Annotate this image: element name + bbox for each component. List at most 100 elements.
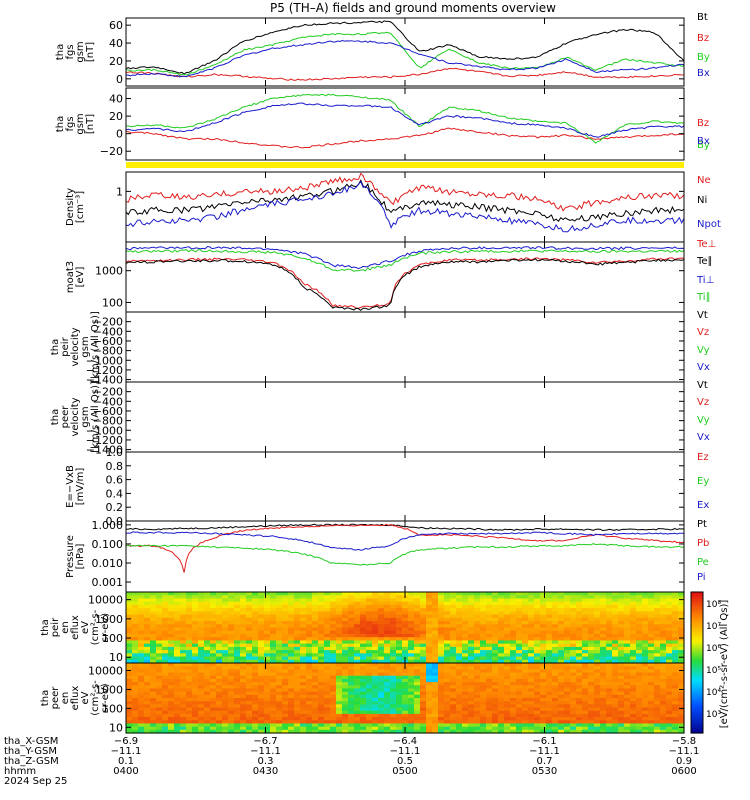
spectrogram-cell <box>264 646 271 651</box>
spectrogram-cell <box>678 694 685 699</box>
spectrogram-cell <box>336 630 343 635</box>
spectrogram-cell <box>492 720 499 725</box>
spectrogram-cell <box>396 663 403 667</box>
spectrogram-cell <box>654 691 661 696</box>
spectrogram-cell <box>192 666 199 670</box>
spectrogram-cell <box>156 621 163 625</box>
spectrogram-cell <box>306 595 313 600</box>
spectrogram-cell <box>414 672 421 677</box>
spectrogram-cell <box>288 653 295 658</box>
spectrogram-cell <box>540 595 547 600</box>
panel-frame <box>125 311 685 383</box>
spectrogram-cell <box>312 650 319 654</box>
spectrogram-cell <box>570 595 577 600</box>
spectrogram-cell <box>480 630 487 635</box>
spectrogram-cell <box>486 707 493 712</box>
spectrogram-cell <box>144 691 151 696</box>
spectrogram-cell <box>582 592 589 596</box>
spectrogram-cell <box>336 653 343 658</box>
spectrogram-cell <box>588 720 595 725</box>
spectrogram-cell <box>672 614 679 619</box>
spectrogram-cell <box>324 694 331 699</box>
spectrogram-cell <box>504 656 511 661</box>
spectrogram-cell <box>420 707 427 712</box>
spectrogram-cell <box>330 682 337 686</box>
x-axis-row-label: hhmm <box>4 766 36 777</box>
spectrogram-cell <box>210 675 217 680</box>
spectrogram-cell <box>138 614 145 619</box>
spectrogram-cell <box>150 678 157 683</box>
spectrogram-cell <box>372 650 379 654</box>
spectrogram-cell <box>546 621 553 625</box>
spectrogram-cell <box>342 729 349 734</box>
spectrogram-cell <box>288 710 295 715</box>
y-axis-label: tha peir velocity gsm [km/s (All Qs)] <box>50 311 101 383</box>
spectrogram-cell <box>174 617 181 622</box>
spectrogram-cell <box>468 663 475 667</box>
spectrogram-cell <box>558 595 565 600</box>
spectrogram-cell <box>318 630 325 635</box>
spectrogram-cell <box>378 633 385 638</box>
spectrogram-cell <box>468 643 475 648</box>
spectrogram-cell <box>144 608 151 612</box>
spectrogram-cell <box>624 682 631 686</box>
spectrogram-cell <box>582 595 589 600</box>
spectrogram-cell <box>186 656 193 661</box>
spectrogram-cell <box>570 611 577 616</box>
spectrogram-cell <box>276 723 283 728</box>
spectrogram-cell <box>660 672 667 677</box>
spectrogram-cell <box>204 617 211 622</box>
spectrogram-cell <box>210 659 217 664</box>
spectrogram-cell <box>390 701 397 705</box>
spectrogram-cell <box>366 666 373 670</box>
spectrogram-cell <box>654 704 661 709</box>
spectrogram-cell <box>594 691 601 696</box>
spectrogram-cell <box>216 656 223 661</box>
spectrogram-cell <box>576 598 583 603</box>
spectrogram-cell <box>462 663 469 667</box>
spectrogram-cell <box>630 630 637 635</box>
spectrogram-cell <box>306 729 313 734</box>
spectrogram-cell <box>282 720 289 725</box>
spectrogram-cell <box>444 663 451 667</box>
spectrogram-cell <box>558 723 565 728</box>
spectrogram-cell <box>246 643 253 648</box>
spectrogram-cell <box>582 691 589 696</box>
spectrogram-cell <box>294 659 301 664</box>
spectrogram-cell <box>516 637 523 642</box>
spectrogram-cell <box>372 646 379 651</box>
spectrogram-cell <box>342 682 349 686</box>
spectrogram-cell <box>318 682 325 686</box>
spectrogram-cell <box>660 675 667 680</box>
spectrogram-cell <box>624 611 631 616</box>
spectrogram-cell <box>654 694 661 699</box>
spectrogram-cell <box>582 608 589 612</box>
spectrogram-cell <box>486 617 493 622</box>
spectrogram-cell <box>438 713 445 718</box>
spectrogram-cell <box>204 646 211 651</box>
spectrogram-cell <box>162 678 169 683</box>
colorbar-cell <box>691 688 703 692</box>
spectrogram-cell <box>444 614 451 619</box>
colorbar-cell <box>691 683 703 687</box>
y-axis-label-line: tha <box>55 116 66 132</box>
spectrogram-cell <box>330 717 337 721</box>
spectrogram-cell <box>510 726 517 731</box>
spectrogram-cell <box>150 637 157 642</box>
spectrogram-cell <box>366 682 373 686</box>
spectrogram-cell <box>240 701 247 705</box>
spectrogram-cell <box>564 729 571 734</box>
spectrogram-cell <box>234 598 241 603</box>
spectrogram-cell <box>660 707 667 712</box>
spectrogram-cell <box>438 640 445 645</box>
spectrogram-cell <box>138 659 145 664</box>
spectrogram-cell <box>432 646 439 651</box>
spectrogram-cell <box>612 624 619 629</box>
spectrogram-cell <box>390 663 397 667</box>
spectrogram-cell <box>174 701 181 705</box>
spectrogram-cell <box>156 611 163 616</box>
spectrogram-cell <box>366 611 373 616</box>
spectrogram-cell <box>450 678 457 683</box>
spectrogram-cell <box>648 659 655 664</box>
spectrogram-cell <box>348 653 355 658</box>
